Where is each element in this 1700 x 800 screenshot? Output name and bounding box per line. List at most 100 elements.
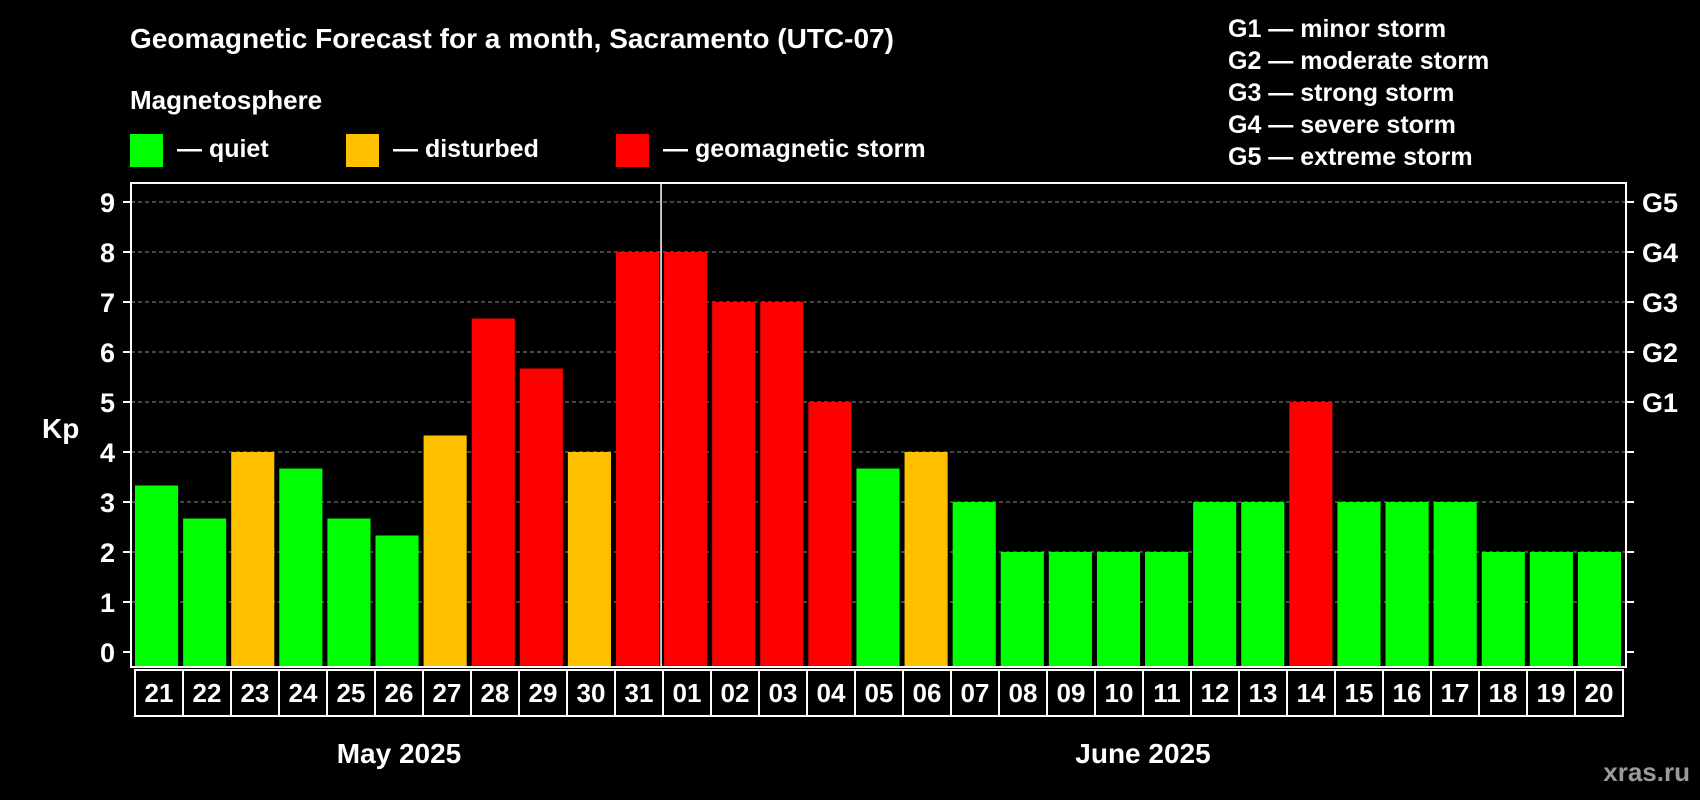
bar-15-25 (1337, 502, 1381, 666)
chart-subtitle: Magnetosphere (130, 85, 322, 115)
bar-22-1 (183, 518, 227, 666)
bar-04-14 (808, 402, 852, 666)
bar-31-10 (615, 252, 660, 666)
x-tick-label-18-28: 18 (1489, 678, 1518, 708)
bar-23-2 (231, 452, 275, 666)
storm-scale-entry-4: G5 — extreme storm (1228, 143, 1473, 171)
legend-swatch-0 (130, 134, 163, 167)
x-tick-label-11-21: 11 (1153, 678, 1181, 708)
bar-21-0 (135, 485, 179, 666)
x-tick-label-25-4: 25 (337, 678, 366, 708)
x-tick-label-31-10: 31 (625, 678, 654, 708)
bar-28-7 (471, 318, 515, 666)
x-tick-label-20-30: 20 (1585, 678, 1614, 708)
x-tick-label-28-7: 28 (481, 678, 510, 708)
y-tick-label-2: 2 (100, 538, 115, 568)
x-tick-label-05-15: 05 (865, 678, 894, 708)
bar-13-23 (1241, 502, 1285, 666)
x-tick-label-10-20: 10 (1105, 678, 1134, 708)
bar-01-11 (664, 252, 708, 666)
storm-scale-entry-0: G1 — minor storm (1228, 15, 1446, 43)
legend-swatch-2 (616, 134, 649, 167)
x-tick-label-04-14: 04 (817, 678, 846, 708)
x-tick-label-26-5: 26 (385, 678, 414, 708)
chart-title: Geomagnetic Forecast for a month, Sacram… (130, 23, 894, 54)
x-tick-label-12-22: 12 (1201, 678, 1230, 708)
x-tick-label-13-23: 13 (1249, 678, 1278, 708)
x-tick-label-19-29: 19 (1537, 678, 1566, 708)
bar-08-18 (1000, 552, 1044, 666)
bar-03-13 (760, 302, 804, 666)
y-tick-label-4: 4 (100, 438, 115, 468)
x-tick-label-09-19: 09 (1057, 678, 1086, 708)
x-tick-box-30 (1574, 669, 1624, 717)
right-axis-label-G1: G1 (1642, 388, 1678, 418)
legend-label-2: — geomagnetic storm (663, 135, 926, 163)
x-tick-label-08-18: 08 (1009, 678, 1038, 708)
x-tick-label-14-24: 14 (1297, 678, 1326, 708)
month-labels: May 2025 June 2025 (337, 738, 1211, 769)
bar-25-4 (327, 518, 371, 666)
bar-16-26 (1385, 502, 1429, 666)
plot-border (130, 182, 1627, 668)
storm-scale-entry-3: G4 — severe storm (1228, 111, 1456, 139)
bar-30-9 (567, 452, 611, 666)
y-tick-label-3: 3 (100, 488, 115, 518)
right-axis-label-G4: G4 (1642, 238, 1678, 268)
bar-19-29 (1529, 552, 1573, 666)
storm-scale-entry-2: G3 — strong storm (1228, 79, 1454, 107)
right-axis-label-G3: G3 (1642, 288, 1678, 318)
legend-swatch-1 (346, 134, 379, 167)
x-tick-label-22-1: 22 (193, 678, 222, 708)
x-tick-label-29-8: 29 (529, 678, 558, 708)
y-tick-label-7: 7 (100, 288, 115, 318)
bar-17-27 (1433, 502, 1477, 666)
y-tick-label-0: 0 (100, 638, 115, 668)
legend-label-0: — quiet (177, 135, 269, 163)
right-axis-ticks: G1 G2 G3 G4 G5 (1626, 188, 1678, 653)
y-tick-label-1: 1 (100, 588, 115, 618)
bar-14-24 (1289, 402, 1333, 666)
x-tick-label-15-25: 15 (1345, 678, 1374, 708)
storm-scale-legend: G1 — minor storm G2 — moderate storm G3 — … (1228, 15, 1489, 171)
bar-05-15 (856, 468, 900, 666)
legend-label-1: — disturbed (393, 135, 539, 163)
x-tick-label-21-0: 21 (145, 678, 174, 708)
x-tick-label-30-9: 30 (577, 678, 606, 708)
x-tick-label-27-6: 27 (433, 678, 462, 708)
legend: — quiet — disturbed — geomagnetic storm (130, 134, 926, 167)
bar-29-8 (519, 368, 563, 666)
x-tick-label-17-27: 17 (1441, 678, 1470, 708)
bar-20-30 (1577, 552, 1621, 666)
bar-24-3 (279, 468, 323, 666)
bar-10-20 (1096, 552, 1141, 666)
bar-02-12 (712, 302, 756, 666)
x-tick-label-01-11: 01 (673, 678, 702, 708)
month-label-1: June 2025 (1075, 738, 1210, 769)
y-axis-label: Kp (42, 413, 79, 444)
y-tick-label-8: 8 (100, 238, 115, 268)
storm-scale-entry-1: G2 — moderate storm (1228, 47, 1489, 75)
plot-frame (130, 182, 1627, 668)
x-tick-label-23-2: 23 (241, 678, 270, 708)
bar-12-22 (1193, 502, 1237, 666)
x-axis-tick-labels: 21 22 23 24 25 26 27 28 29 30 31 01 02 03 04 05 06 07 08 09… (134, 669, 1624, 717)
bar-06-16 (904, 452, 948, 666)
bar-07-17 (952, 502, 996, 666)
right-axis-label-G5: G5 (1642, 188, 1678, 218)
x-tick-label-03-13: 03 (769, 678, 798, 708)
right-axis-label-G2: G2 (1642, 338, 1678, 368)
bars (135, 252, 1621, 666)
y-tick-label-9: 9 (100, 188, 115, 218)
bar-18-28 (1481, 552, 1525, 666)
x-tick-label-16-26: 16 (1393, 678, 1422, 708)
y-tick-label-6: 6 (100, 338, 115, 368)
bar-11-21 (1145, 552, 1189, 666)
y-tick-label-5: 5 (100, 388, 115, 418)
x-tick-label-24-3: 24 (289, 678, 318, 708)
bar-26-5 (375, 535, 419, 666)
x-tick-label-06-16: 06 (913, 678, 942, 708)
y-axis-ticks: 0 1 2 3 4 5 6 7 8 9 (100, 188, 131, 668)
bar-09-19 (1048, 552, 1092, 666)
